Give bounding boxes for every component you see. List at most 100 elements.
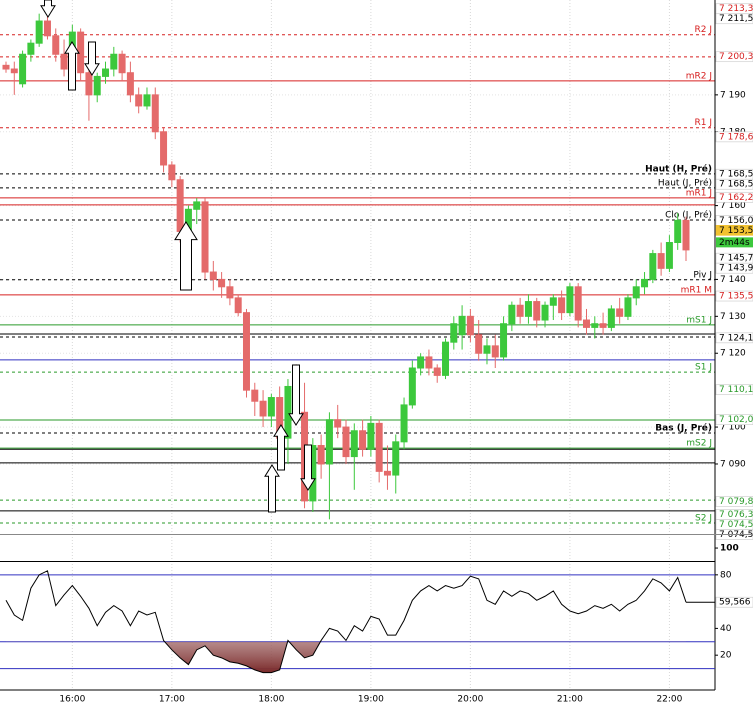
candle-body bbox=[234, 297, 242, 314]
candle-body bbox=[325, 419, 333, 465]
candle-body bbox=[317, 445, 325, 465]
price-tag-label: 7 153,50 bbox=[719, 226, 753, 236]
candle-body bbox=[508, 304, 516, 325]
price-tag-label: 7 211,50 bbox=[719, 14, 753, 24]
level-label: S1 J bbox=[695, 363, 712, 373]
candle-body bbox=[591, 323, 599, 328]
candle-body bbox=[450, 323, 458, 343]
candle-body bbox=[267, 397, 275, 417]
x-tick-label: 16:00 bbox=[59, 695, 85, 705]
signal-arrow bbox=[264, 464, 280, 513]
candle-body bbox=[226, 286, 234, 299]
candle-body bbox=[93, 75, 101, 96]
level-label: R2 J bbox=[695, 25, 713, 35]
candle-body bbox=[574, 286, 582, 321]
candle-body bbox=[60, 53, 68, 70]
price-tag-label: 7 178,62 bbox=[719, 132, 753, 142]
candle-body bbox=[442, 341, 450, 376]
candle-body bbox=[359, 430, 367, 450]
candle-body bbox=[541, 304, 549, 321]
level-label: mR1 M bbox=[681, 285, 712, 295]
candle-body bbox=[624, 297, 632, 317]
price-tag-label: 7 110,12 bbox=[719, 385, 753, 395]
price-tag-label: 7 200,33 bbox=[719, 52, 753, 62]
candle-body bbox=[533, 301, 541, 321]
price-tag bbox=[715, 384, 753, 396]
level-label: Clo (J, Pré) bbox=[665, 209, 712, 220]
price-tag-label: 7 079,83 bbox=[719, 497, 753, 507]
candle-body bbox=[649, 253, 657, 280]
signal-arrow bbox=[288, 364, 304, 426]
value-tag-label: 59,566 bbox=[719, 598, 751, 608]
value-tag bbox=[715, 596, 753, 608]
x-tick-label: 21:00 bbox=[557, 695, 583, 705]
candle-body bbox=[52, 35, 60, 55]
candle-body bbox=[251, 389, 259, 402]
candle-body bbox=[657, 253, 665, 269]
candle-body bbox=[284, 385, 292, 439]
y-tick-label: 7 160 bbox=[720, 201, 746, 211]
candle-body bbox=[160, 131, 168, 166]
x-tick-label: 18:00 bbox=[258, 695, 284, 705]
signal-arrow bbox=[40, 0, 56, 18]
candle-body bbox=[151, 94, 159, 133]
candle-body bbox=[408, 367, 416, 406]
candle-body bbox=[607, 308, 615, 328]
y-tick-label: 7 090 bbox=[720, 459, 746, 469]
candle-body bbox=[102, 68, 110, 77]
price-tag bbox=[715, 414, 753, 425]
candle-body bbox=[466, 315, 474, 336]
countdown-tag bbox=[716, 237, 753, 248]
candle-body bbox=[549, 297, 557, 306]
candle-body bbox=[392, 441, 400, 476]
price-tag-label: 7 162,25 bbox=[719, 193, 753, 203]
candle-body bbox=[433, 367, 441, 376]
candle-body bbox=[483, 345, 491, 354]
candle-body bbox=[110, 53, 118, 70]
candle-body bbox=[491, 345, 499, 358]
level-label: Haut (J, Pré) bbox=[658, 177, 712, 188]
y-tick-label: 40 bbox=[720, 624, 732, 634]
signal-arrow bbox=[84, 41, 100, 76]
candle-body bbox=[242, 312, 250, 391]
candle-body bbox=[218, 278, 226, 288]
candle-body bbox=[582, 319, 590, 328]
candle-body bbox=[342, 426, 350, 458]
level-label: mS2 J bbox=[686, 439, 712, 449]
signal-arrow bbox=[174, 221, 198, 291]
candle-body bbox=[2, 64, 10, 70]
signal-arrow bbox=[300, 444, 316, 491]
price-tag bbox=[715, 51, 753, 63]
candle-body bbox=[209, 271, 217, 280]
candle-body bbox=[118, 53, 126, 74]
candle-body bbox=[168, 164, 176, 181]
candle-body bbox=[616, 308, 624, 317]
signal-arrow bbox=[273, 424, 289, 471]
level-label: Bas (J, Pré) bbox=[655, 422, 712, 433]
candle-body bbox=[599, 323, 607, 328]
y-tick-label: 7 100 bbox=[720, 423, 746, 433]
candle-body bbox=[417, 356, 425, 369]
candle-body bbox=[566, 286, 574, 314]
level-label: mR1 J bbox=[686, 188, 712, 198]
y-tick-label: 20 bbox=[720, 651, 732, 661]
y-tick-label: 7 140 bbox=[720, 275, 746, 285]
level-label: mS1 J bbox=[686, 315, 712, 325]
candle-body bbox=[135, 94, 143, 107]
y-tick-label: 80 bbox=[720, 570, 732, 580]
price-tag-label: 7 168,50 bbox=[719, 180, 753, 190]
price-tag-label: 7 156,00 bbox=[719, 216, 753, 226]
candle-body bbox=[475, 334, 483, 354]
candle-body bbox=[35, 20, 43, 44]
candle-body bbox=[641, 278, 649, 288]
candle-body bbox=[665, 242, 673, 269]
candle-body bbox=[27, 42, 35, 55]
y-tick-label: 7 120 bbox=[720, 349, 746, 359]
level-label: Haut (H, Pré) bbox=[645, 163, 712, 174]
candle-body bbox=[19, 53, 27, 85]
price-tag bbox=[715, 496, 753, 507]
candle-body bbox=[375, 422, 383, 472]
candle-body bbox=[176, 179, 184, 232]
price-tag-label: 7 168,50 bbox=[719, 170, 753, 180]
